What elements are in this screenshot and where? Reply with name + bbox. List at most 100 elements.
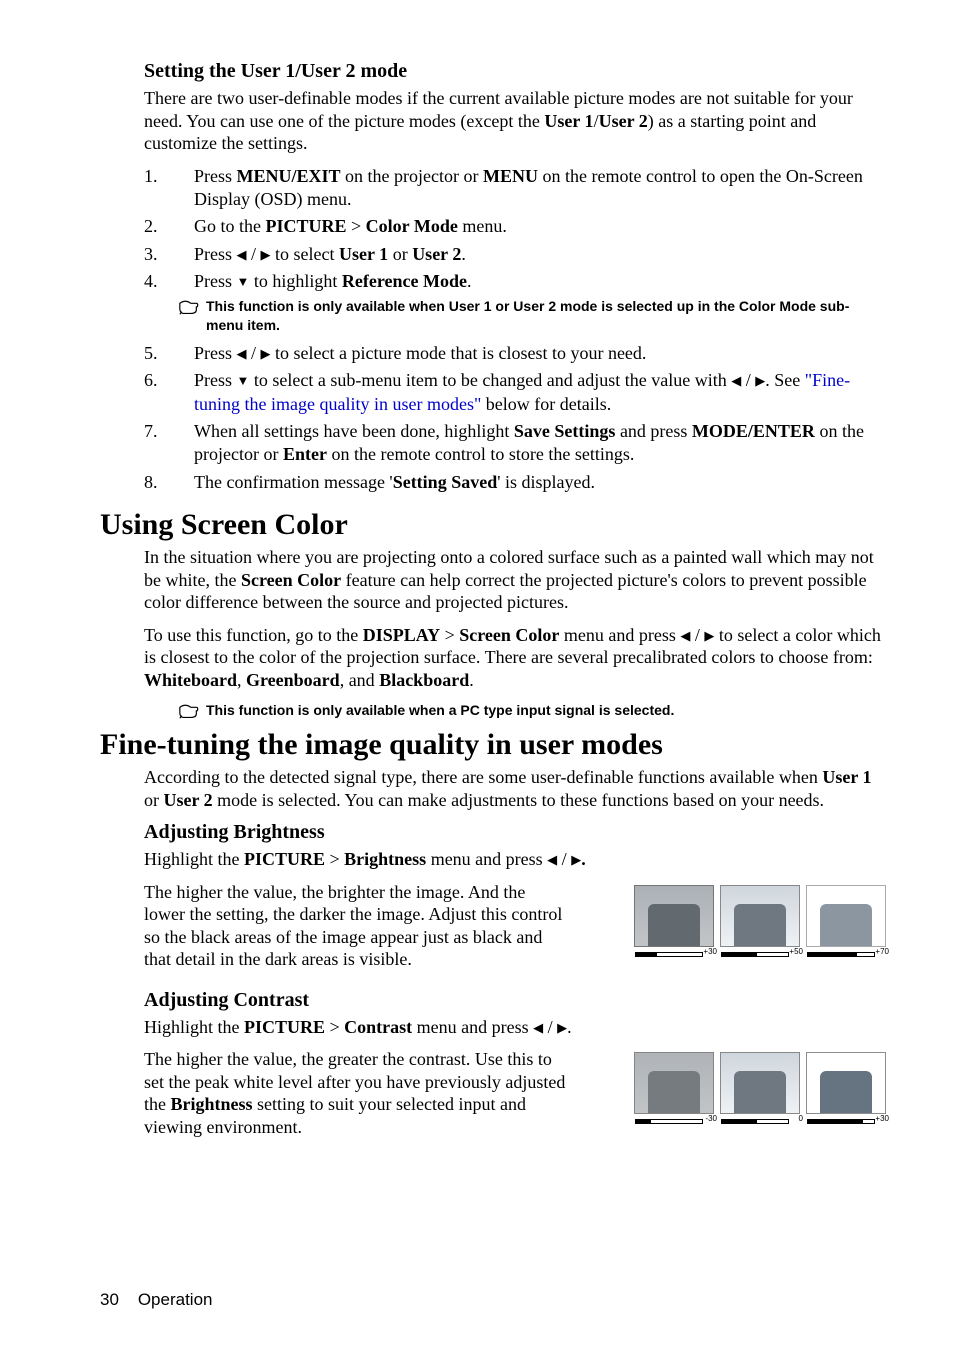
example-image <box>720 1052 800 1114</box>
arrow-left-icon: ◀ <box>237 247 247 264</box>
step-text: Press MENU/EXIT on the projector or MENU… <box>194 165 886 212</box>
text: below for details. <box>481 394 611 414</box>
text: The confirmation message ' <box>194 472 393 492</box>
note-hand-icon <box>178 702 200 720</box>
text-bold: Contrast <box>344 1017 412 1037</box>
step-6: 6.Press ▼ to select a sub-menu item to b… <box>144 369 886 416</box>
slider-label: +30 <box>703 947 717 956</box>
step-num: 2. <box>144 215 194 238</box>
example-image <box>634 1052 714 1114</box>
step-num: 1. <box>144 165 194 212</box>
text: or <box>144 790 164 810</box>
text: to select <box>271 244 339 264</box>
text: on the remote control to store the setti… <box>327 444 634 464</box>
step-text: Press ◀ / ▶ to select User 1 or User 2. <box>194 243 886 266</box>
text-bold: . <box>581 849 586 869</box>
step-4: 4.Press ▼ to highlight Reference Mode. <box>144 270 886 293</box>
arrow-left-icon: ◀ <box>533 1020 543 1036</box>
heading-screen-color: Using Screen Color <box>100 508 886 542</box>
example-image <box>806 1052 886 1114</box>
arrow-left-icon: ◀ <box>680 628 690 644</box>
text: or <box>388 244 412 264</box>
text-bold: Blackboard <box>379 670 469 690</box>
footer-label: Operation <box>138 1290 213 1309</box>
slider-label: +70 <box>875 947 889 956</box>
text: Highlight the <box>144 1017 244 1037</box>
arrow-right-icon: ▶ <box>704 628 714 644</box>
text: > <box>440 625 459 645</box>
screen-color-p1: In the situation where you are projectin… <box>144 546 886 614</box>
slider-label: +50 <box>789 947 803 956</box>
contrast-desc: The higher the value, the greater the co… <box>144 1048 574 1138</box>
text: menu. <box>458 216 507 236</box>
text: Press <box>194 244 237 264</box>
example-thumb: +30 <box>634 885 714 957</box>
text: menu and press <box>412 1017 533 1037</box>
step-num: 3. <box>144 243 194 266</box>
text: / <box>690 625 704 645</box>
text-bold: MENU <box>483 166 538 186</box>
arrow-left-icon: ◀ <box>731 373 741 390</box>
text: / <box>557 849 571 869</box>
text: > <box>325 1017 344 1037</box>
step-1: 1.Press MENU/EXIT on the projector or ME… <box>144 165 886 212</box>
arrow-left-icon: ◀ <box>547 852 557 868</box>
arrow-down-icon: ▼ <box>237 274 250 291</box>
step-num: 5. <box>144 342 194 365</box>
arrow-right-icon: ▶ <box>557 1020 567 1036</box>
text: on the projector or <box>341 166 483 186</box>
text-bold: Screen Color <box>241 570 341 590</box>
text: / <box>741 370 755 390</box>
intro-user-mode: There are two user-definable modes if th… <box>144 87 886 155</box>
step-text: When all settings have been done, highli… <box>194 420 886 467</box>
example-slider: +50 <box>721 949 799 957</box>
text-bold: Whiteboard <box>144 670 237 690</box>
heading-contrast: Adjusting Contrast <box>144 989 886 1012</box>
text-bold: Screen Color <box>459 625 559 645</box>
text: ' is displayed. <box>497 472 595 492</box>
text-bold: PICTURE <box>266 216 347 236</box>
note-hand-icon <box>178 298 200 316</box>
note-text: This function is only available when Use… <box>206 297 886 333</box>
text: menu and press <box>426 849 547 869</box>
text-bold: User 1 <box>544 111 593 131</box>
text-bold: User 2 <box>599 111 648 131</box>
heading-brightness: Adjusting Brightness <box>144 821 886 844</box>
text-bold: MODE/ENTER <box>692 421 815 441</box>
text-bold: Greenboard <box>246 670 340 690</box>
step-num: 6. <box>144 369 194 416</box>
slider-label: +30 <box>875 1114 889 1123</box>
example-image <box>634 885 714 947</box>
step-5: 5.Press ◀ / ▶ to select a picture mode t… <box>144 342 886 365</box>
text: According to the detected signal type, t… <box>144 767 822 787</box>
step-text: Press ▼ to select a sub-menu item to be … <box>194 369 886 416</box>
step-8: 8.The confirmation message 'Setting Save… <box>144 471 886 494</box>
contrast-examples: -30 0 +30 <box>634 1052 886 1124</box>
text: Press <box>194 271 237 291</box>
heading-fine-tuning: Fine-tuning the image quality in user mo… <box>100 728 886 762</box>
arrow-right-icon: ▶ <box>261 346 271 363</box>
example-slider: +30 <box>807 1116 885 1124</box>
text: menu and press <box>559 625 680 645</box>
text: / <box>247 244 261 264</box>
contrast-line: Highlight the PICTURE > Contrast menu an… <box>144 1016 886 1039</box>
arrow-left-icon: ◀ <box>237 346 247 363</box>
text: / <box>247 343 261 363</box>
text: to select a sub-menu item to be changed … <box>249 370 731 390</box>
step-3: 3.Press ◀ / ▶ to select User 1 or User 2… <box>144 243 886 266</box>
step-text: Go to the PICTURE > Color Mode menu. <box>194 215 886 238</box>
text-bold: PICTURE <box>244 849 325 869</box>
steps-list-a: 1.Press MENU/EXIT on the projector or ME… <box>144 165 886 294</box>
text-bold: Brightness <box>171 1094 253 1114</box>
note-text: This function is only available when a P… <box>206 701 674 719</box>
example-image <box>806 885 886 947</box>
text: When all settings have been done, highli… <box>194 421 514 441</box>
text: . <box>461 244 466 264</box>
text-bold: Enter <box>283 444 327 464</box>
arrow-right-icon: ▶ <box>571 852 581 868</box>
text: . <box>469 670 474 690</box>
page-footer: 30 Operation <box>100 1290 213 1310</box>
step-7: 7.When all settings have been done, high… <box>144 420 886 467</box>
text: Highlight the <box>144 849 244 869</box>
text: Press <box>194 370 237 390</box>
